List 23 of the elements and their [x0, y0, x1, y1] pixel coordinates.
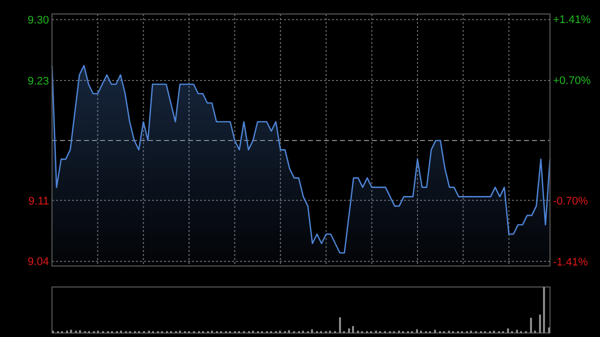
bar [539, 314, 541, 333]
y-tick-label: 9.23 [28, 75, 49, 88]
y2-tick-label: -1.41% [553, 256, 588, 269]
bar [548, 327, 550, 333]
bar [339, 317, 341, 333]
y2-tick-label: +1.41% [553, 14, 591, 26]
bar [434, 330, 436, 333]
bar [70, 330, 72, 333]
bar [516, 330, 518, 333]
bar [288, 330, 290, 333]
bar [543, 287, 545, 333]
bar [416, 329, 418, 333]
bar [352, 326, 354, 333]
bar [348, 328, 350, 333]
y-tick-label: 9.04 [28, 256, 49, 268]
bar [79, 330, 81, 333]
bar [507, 328, 509, 333]
bar [311, 329, 313, 333]
y2-tick-label: -0.70% [553, 195, 588, 208]
y-tick-label: 9.30 [28, 14, 49, 26]
bar [530, 318, 532, 333]
y-tick-label: 9.11 [28, 195, 49, 208]
y2-tick-label: +0.70% [553, 75, 591, 88]
